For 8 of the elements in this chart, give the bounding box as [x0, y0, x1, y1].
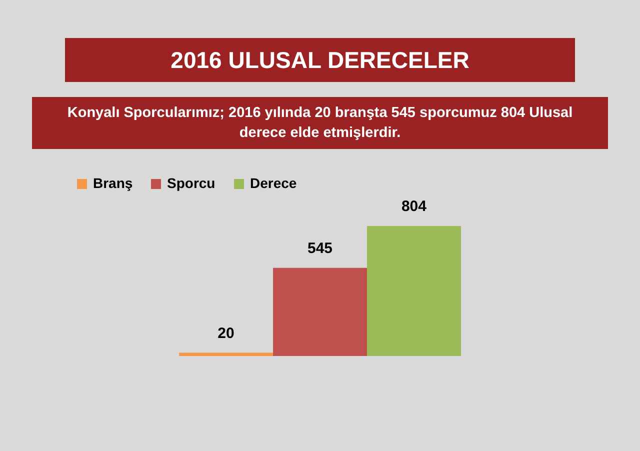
data-label: 545	[307, 240, 333, 257]
legend-label: Derece	[250, 175, 297, 191]
legend-label: Branş	[93, 175, 133, 191]
chart-title: 2016 ULUSAL DERECELER	[170, 47, 470, 73]
chart-subtitle: Konyalı Sporcularımız; 2016 yılında 20 branşta 545 sporcumuz 804 Ulusal derece elde etmişlerdir.	[67, 105, 573, 141]
data-label: 804	[401, 198, 428, 215]
legend-label: Sporcu	[167, 175, 216, 191]
data-label: 20	[218, 324, 234, 342]
